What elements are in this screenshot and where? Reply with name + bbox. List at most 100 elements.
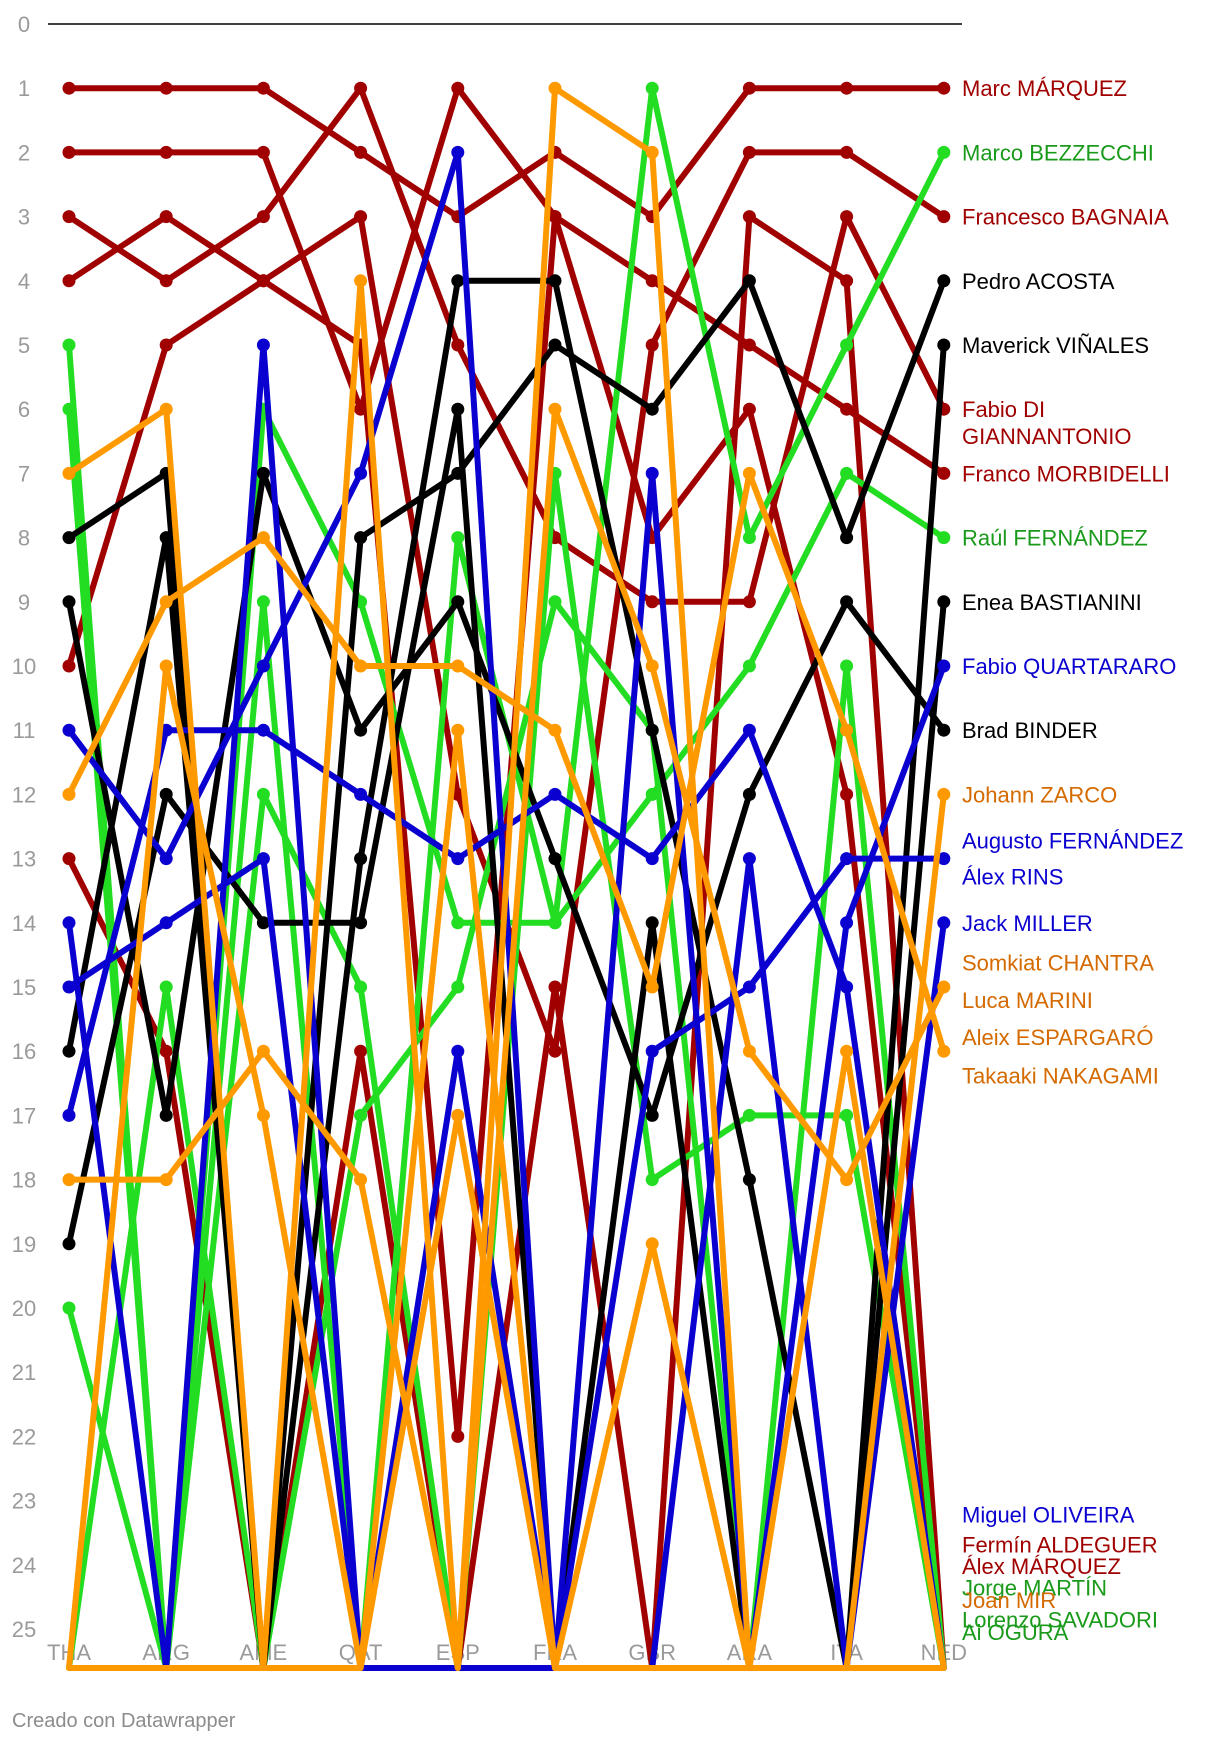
series-line (66, 277, 947, 1671)
y-tick-label: 9 (18, 590, 30, 615)
series-line (66, 470, 947, 1119)
y-tick-label: 15 (12, 975, 36, 1000)
series-label: Raúl FERNÁNDEZ (962, 526, 1148, 551)
data-point (159, 916, 173, 930)
series-joan-mir (66, 659, 947, 1671)
data-point (62, 980, 76, 994)
data-point (354, 916, 368, 930)
data-point (451, 1044, 465, 1058)
data-point (256, 210, 270, 224)
data-point (62, 210, 76, 224)
data-point (937, 81, 951, 95)
data-point (62, 595, 76, 609)
series-line (66, 598, 947, 1671)
y-tick-label: 21 (12, 1360, 36, 1385)
series-labels: Marc MÁRQUEZ Marco BEZZECCHI Francesco BAG… (962, 76, 1183, 1645)
data-point (451, 531, 465, 545)
data-point (62, 81, 76, 95)
series-line (66, 470, 947, 1055)
data-point (742, 980, 756, 994)
bump-chart: 0123456789101112131415161718192021222324… (12, 12, 1183, 1671)
data-point (742, 1044, 756, 1058)
data-point (840, 81, 854, 95)
data-point (645, 1237, 659, 1251)
data-point (159, 81, 173, 95)
data-point (159, 210, 173, 224)
data-point (937, 787, 951, 801)
data-point (840, 852, 854, 866)
y-tick-label: 16 (12, 1039, 36, 1064)
data-point (354, 81, 368, 95)
y-tick-label: 14 (12, 911, 36, 936)
data-point (840, 916, 854, 930)
series-line (66, 1112, 947, 1671)
data-point (62, 659, 76, 673)
data-point (354, 210, 368, 224)
data-point (62, 787, 76, 801)
data-point (548, 274, 562, 288)
data-point (937, 916, 951, 930)
series-line (66, 663, 947, 1671)
data-point (645, 1173, 659, 1187)
series-line (66, 213, 947, 1671)
data-point (62, 1108, 76, 1122)
series-label: Jack MILLER (962, 911, 1093, 936)
data-point (256, 274, 270, 288)
data-point (62, 1301, 76, 1315)
data-point (256, 81, 270, 95)
data-point (451, 980, 465, 994)
data-point (256, 145, 270, 159)
series-line (66, 85, 947, 605)
data-point (742, 402, 756, 416)
data-point (451, 787, 465, 801)
series-maverick-vinales (62, 274, 951, 1671)
data-point (937, 659, 951, 673)
data-point (645, 723, 659, 737)
data-point (256, 659, 270, 673)
data-point (62, 338, 76, 352)
data-point (354, 1108, 368, 1122)
data-point (548, 338, 562, 352)
data-point (645, 1108, 659, 1122)
data-point (937, 1044, 951, 1058)
y-tick-label: 8 (18, 526, 30, 551)
y-tick-label: 0 (18, 12, 30, 37)
data-point (354, 787, 368, 801)
data-point (159, 145, 173, 159)
y-tick-label: 7 (18, 461, 30, 486)
data-point (451, 1108, 465, 1122)
data-point (548, 916, 562, 930)
data-point (645, 659, 659, 673)
data-point (159, 402, 173, 416)
data-point (742, 595, 756, 609)
series-label: Joan MIR (962, 1588, 1056, 1613)
data-point (840, 338, 854, 352)
y-tick-label: 17 (12, 1103, 36, 1128)
data-point (548, 1044, 562, 1058)
series-line (66, 277, 947, 1671)
data-point (742, 852, 756, 866)
data-point (451, 81, 465, 95)
data-point (645, 980, 659, 994)
data-point (548, 595, 562, 609)
y-tick-label: 19 (12, 1232, 36, 1257)
data-point (451, 338, 465, 352)
data-point (645, 338, 659, 352)
y-tick-label: 13 (12, 847, 36, 872)
data-point (742, 338, 756, 352)
data-point (159, 274, 173, 288)
data-point (742, 723, 756, 737)
data-point (548, 402, 562, 416)
y-tick-label: 10 (12, 654, 36, 679)
series-luca-marini (62, 402, 951, 1671)
data-point (354, 466, 368, 480)
data-point (354, 145, 368, 159)
data-point (354, 531, 368, 545)
data-point (937, 274, 951, 288)
data-point (840, 1044, 854, 1058)
data-point (937, 723, 951, 737)
data-point (937, 145, 951, 159)
series-label: Enea BASTIANINI (962, 590, 1142, 615)
data-point (937, 210, 951, 224)
series-line (66, 85, 947, 477)
